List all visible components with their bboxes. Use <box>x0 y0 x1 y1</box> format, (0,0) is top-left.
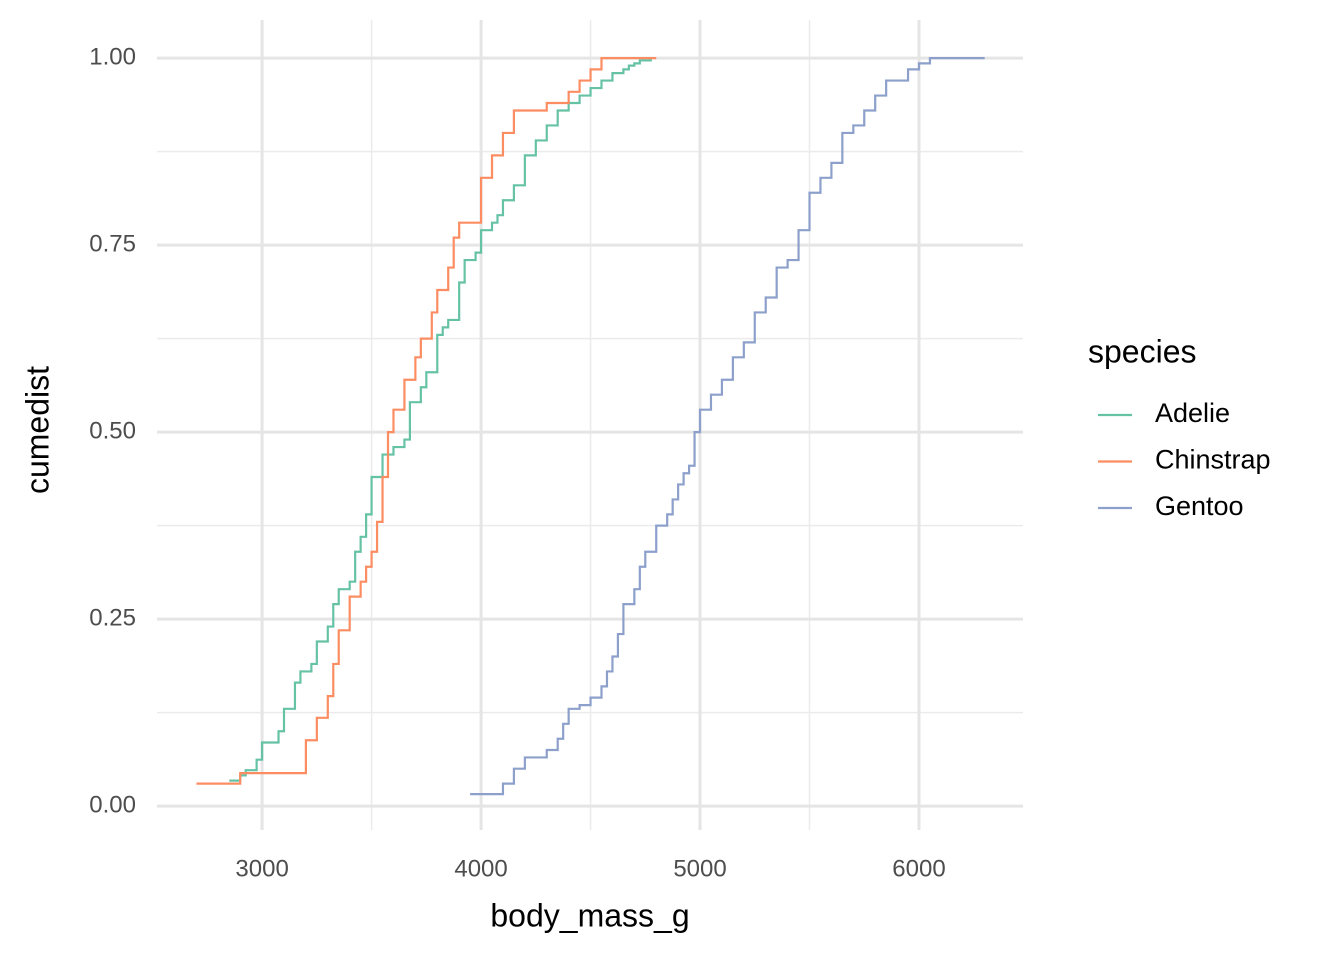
x-axis-title: body_mass_g <box>490 897 689 933</box>
legend-title: species <box>1088 333 1197 369</box>
x-tick-label: 6000 <box>892 855 945 882</box>
ecdf-line <box>196 57 657 785</box>
legend-label: Chinstrap <box>1155 445 1271 475</box>
legend-label: Gentoo <box>1155 491 1244 521</box>
legend-label: Adelie <box>1155 398 1230 428</box>
x-tick-label: 4000 <box>454 855 507 882</box>
y-tick-label: 0.50 <box>89 417 136 444</box>
y-tick-label: 0.00 <box>89 791 136 818</box>
y-tick-label: 0.25 <box>89 604 136 631</box>
x-tick-label: 3000 <box>235 855 288 882</box>
x-tick-label: 5000 <box>673 855 726 882</box>
y-tick-label: 1.00 <box>89 43 136 70</box>
y-axis-title: cumedist <box>19 366 55 494</box>
y-tick-label: 0.75 <box>89 230 136 257</box>
ecdf-line <box>470 57 985 796</box>
ecdf-line <box>229 58 652 782</box>
